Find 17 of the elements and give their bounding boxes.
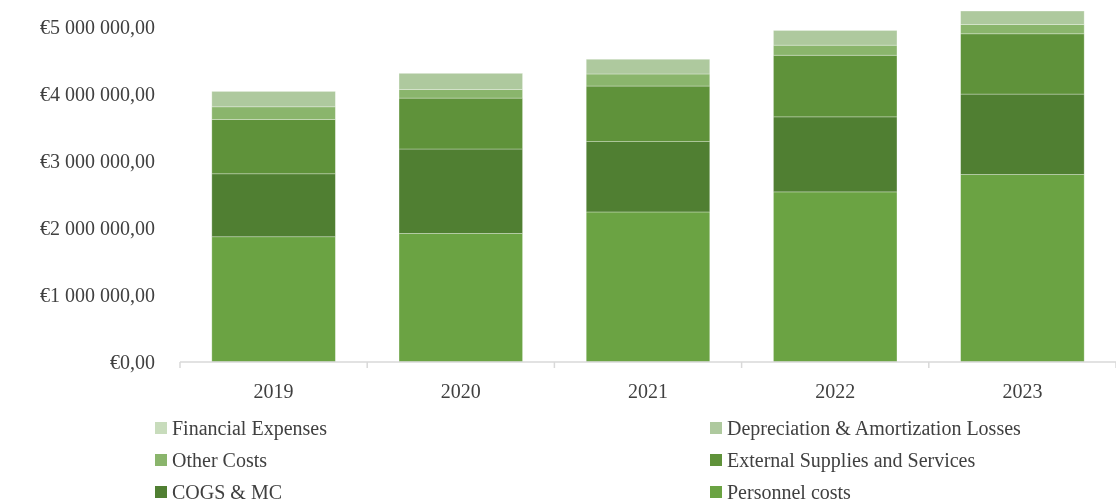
legend-label: External Supplies and Services [727,449,976,472]
y-tick-label: €4 000 000,00 [40,83,155,106]
legend-label: Financial Expenses [172,417,328,440]
x-tick-label: 2022 [815,380,856,402]
x-tick-label: 2023 [1002,380,1043,402]
x-tick-label: 2020 [440,380,481,402]
legend-label: Personnel costs [727,481,852,503]
x-tick-label: 2021 [628,380,668,402]
x-tick-label: 2019 [253,380,294,402]
y-tick-label: €0,00 [110,351,155,373]
legend-label: Depreciation & Amortization Losses [727,417,1022,440]
y-tick-label: €5 000 000,00 [40,16,155,39]
y-tick-label: €1 000 000,00 [40,284,155,307]
y-tick-label: €2 000 000,00 [40,217,155,240]
legend-label: Other Costs [172,449,268,471]
y-tick-label: €3 000 000,00 [40,150,155,173]
legend-label: COGS & MC [172,481,283,503]
